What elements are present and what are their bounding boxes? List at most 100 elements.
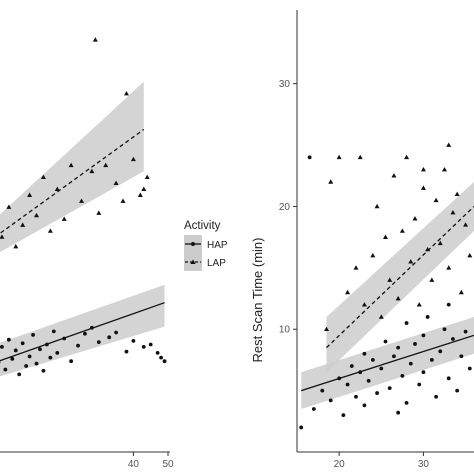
- x-tick-label: 30: [418, 459, 430, 470]
- point-lap: [458, 289, 464, 295]
- point-hap: [434, 394, 438, 399]
- point-lap: [137, 192, 143, 197]
- point-lap: [446, 142, 452, 147]
- point-hap: [69, 359, 74, 364]
- point-hap: [455, 388, 460, 393]
- point-hap: [446, 302, 451, 307]
- point-lap: [387, 277, 393, 282]
- point-hap: [159, 355, 163, 360]
- point-hap: [370, 358, 375, 362]
- point-hap: [341, 413, 346, 418]
- point-lap: [27, 192, 33, 197]
- left-x-ticks: 40 50: [128, 452, 174, 470]
- point-hap: [320, 388, 325, 393]
- point-lap: [336, 154, 342, 160]
- point-lap: [79, 198, 84, 203]
- point-hap: [45, 342, 49, 347]
- point-lap: [361, 302, 367, 307]
- point-lap: [425, 246, 431, 252]
- point-hap: [24, 364, 29, 368]
- point-hap: [20, 341, 25, 346]
- point-hap: [148, 342, 153, 347]
- point-lap: [370, 252, 376, 258]
- legend-key-lap: [184, 253, 202, 271]
- point-hap: [141, 344, 146, 349]
- point-lap: [103, 162, 109, 168]
- right-y-ticks: 10 20 30: [279, 79, 297, 336]
- point-lap: [420, 167, 426, 172]
- point-hap: [467, 366, 472, 371]
- point-hap: [366, 378, 371, 383]
- right-points: [299, 142, 473, 430]
- point-hap: [413, 342, 417, 346]
- point-hap: [417, 382, 422, 387]
- point-lap: [395, 295, 401, 301]
- point-hap: [383, 339, 388, 344]
- point-hap: [38, 347, 42, 352]
- left-fit-lines: [0, 128, 165, 362]
- point-lap: [450, 209, 456, 215]
- point-hap: [396, 410, 401, 415]
- point-hap: [0, 344, 4, 349]
- fit-line-lap: [326, 205, 474, 349]
- right-x-ticks: 20 30: [334, 452, 430, 470]
- point-lap: [420, 185, 426, 190]
- point-hap: [131, 339, 136, 343]
- point-hap: [6, 337, 11, 342]
- point-hap: [379, 366, 384, 371]
- point-hap: [337, 376, 342, 381]
- point-hap: [358, 370, 363, 375]
- point-hap: [114, 330, 118, 335]
- point-lap: [391, 173, 397, 178]
- point-lap: [442, 167, 447, 172]
- point-hap: [55, 350, 60, 355]
- fit-line-lap: [0, 128, 145, 235]
- point-hap: [429, 358, 434, 362]
- point-lap: [378, 314, 384, 319]
- point-hap: [62, 336, 67, 341]
- point-hap: [3, 367, 8, 372]
- left-ci-bands: [0, 81, 165, 377]
- y-tick-label: 10: [279, 325, 291, 336]
- point-hap: [362, 403, 367, 408]
- point-hap: [438, 349, 443, 354]
- legend-label-hap: HAP: [207, 240, 228, 251]
- point-hap: [311, 407, 316, 411]
- x-tick-label: 20: [334, 459, 346, 470]
- point-lap: [446, 265, 452, 270]
- point-lap: [399, 228, 405, 233]
- point-lap: [34, 212, 40, 218]
- point-lap: [345, 289, 351, 295]
- right-y-axis-title: Rest Scan Time (min): [250, 238, 265, 363]
- point-hap: [10, 356, 15, 361]
- point-hap: [459, 354, 464, 359]
- point-lap: [408, 259, 414, 264]
- point-lap: [454, 191, 460, 196]
- point-hap: [76, 343, 80, 348]
- point-lap: [61, 216, 67, 221]
- point-lap: [433, 197, 439, 203]
- x-tick-label: 40: [128, 459, 140, 470]
- point-lap: [374, 203, 380, 209]
- point-hap: [396, 345, 401, 350]
- point-lap: [68, 162, 74, 168]
- point-lap: [120, 198, 126, 203]
- point-lap: [96, 210, 102, 215]
- point-lap: [54, 186, 60, 191]
- legend: Activity HAP LAP: [184, 220, 228, 271]
- point-lap: [412, 216, 418, 221]
- point-lap: [404, 154, 410, 160]
- point-hap: [27, 354, 32, 359]
- point-hap: [404, 400, 409, 405]
- legend-key-hap: [184, 235, 202, 253]
- point-hap: [400, 373, 405, 378]
- fit-line-hap: [301, 334, 474, 392]
- point-hap: [107, 335, 112, 340]
- point-lap: [123, 91, 129, 96]
- point-lap: [0, 234, 5, 239]
- point-hap: [345, 382, 350, 387]
- y-tick-label: 30: [279, 79, 291, 90]
- point-hap: [375, 391, 379, 395]
- point-hap: [392, 354, 396, 359]
